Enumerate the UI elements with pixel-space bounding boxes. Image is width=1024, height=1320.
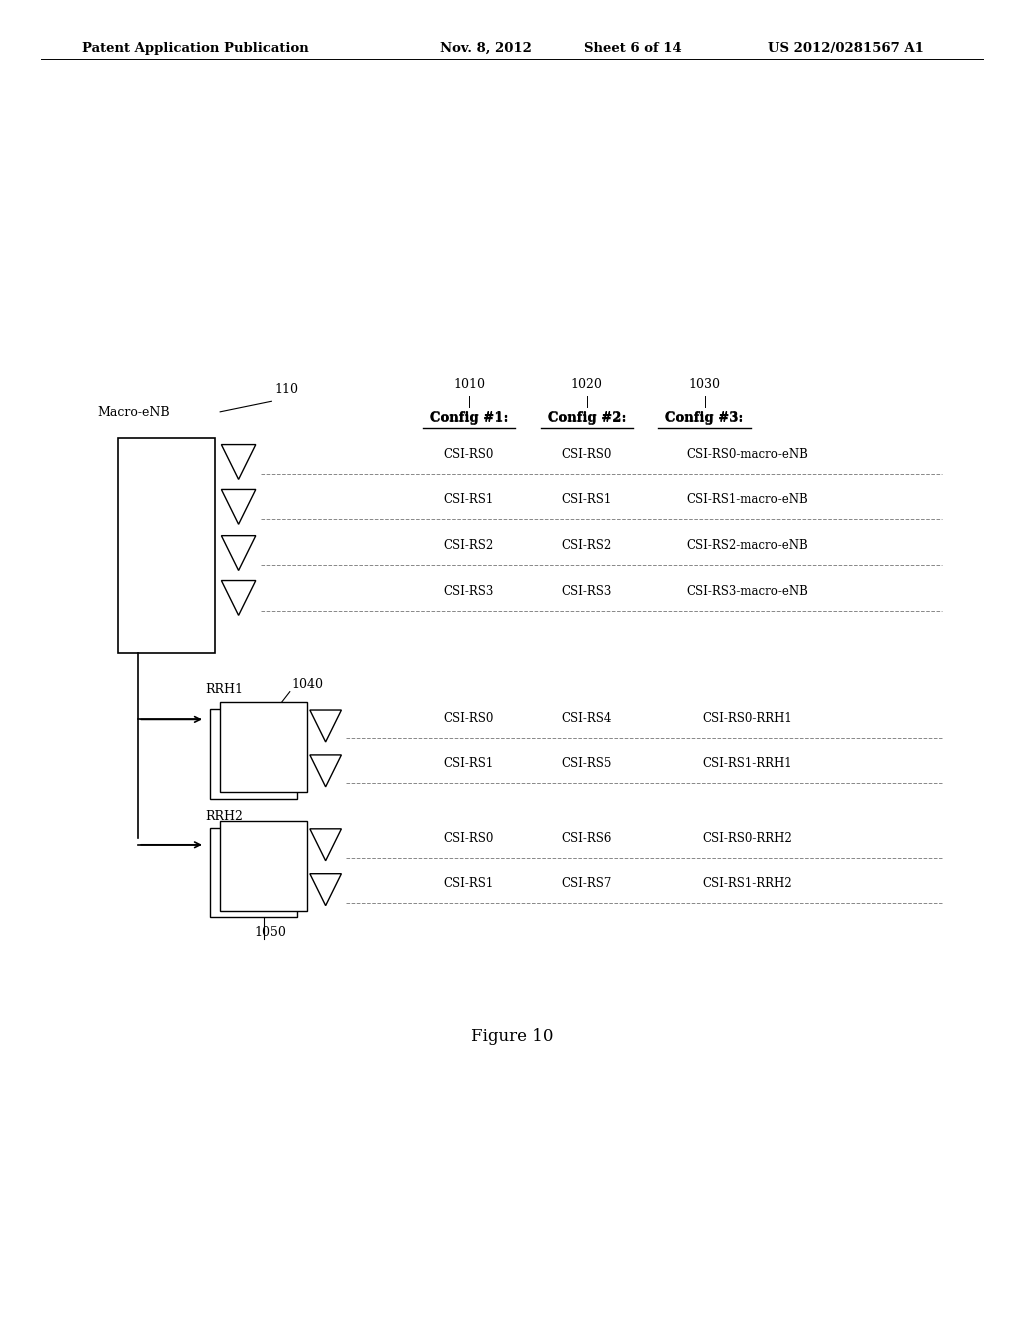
Text: CSI-RS3-macro-eNB: CSI-RS3-macro-eNB [686, 585, 809, 598]
Text: CSI-RS3: CSI-RS3 [561, 585, 612, 598]
Text: CSI-RS4: CSI-RS4 [561, 711, 612, 725]
Text: CSI-RS1: CSI-RS1 [443, 756, 495, 770]
Text: CSI-RS0-RRH1: CSI-RS0-RRH1 [702, 711, 793, 725]
FancyBboxPatch shape [220, 821, 307, 911]
FancyBboxPatch shape [220, 702, 307, 792]
Text: CSI-RS0-macro-eNB: CSI-RS0-macro-eNB [686, 447, 809, 461]
Text: CSI-RS1: CSI-RS1 [561, 492, 612, 506]
Text: 110: 110 [274, 383, 299, 396]
FancyBboxPatch shape [210, 709, 297, 799]
Text: CSI-RS6: CSI-RS6 [561, 832, 612, 845]
Text: CSI-RS1-RRH1: CSI-RS1-RRH1 [702, 756, 793, 770]
Text: CSI-RS7: CSI-RS7 [561, 876, 612, 890]
FancyBboxPatch shape [118, 438, 215, 653]
Text: Nov. 8, 2012: Nov. 8, 2012 [440, 42, 532, 55]
Text: 1040: 1040 [292, 677, 324, 690]
Text: Config #3:: Config #3: [666, 411, 743, 424]
FancyBboxPatch shape [210, 828, 297, 917]
Text: Config #1:: Config #1: [430, 411, 508, 424]
Text: RRH1: RRH1 [205, 682, 243, 696]
Text: Patent Application Publication: Patent Application Publication [82, 42, 308, 55]
Text: CSI-RS2: CSI-RS2 [443, 539, 495, 552]
Text: Config #1:: Config #1: [430, 412, 508, 425]
Text: CSI-RS0: CSI-RS0 [443, 711, 495, 725]
Text: 1050: 1050 [254, 925, 286, 939]
Text: CSI-RS1-macro-eNB: CSI-RS1-macro-eNB [687, 492, 808, 506]
Text: CSI-RS0-RRH2: CSI-RS0-RRH2 [702, 832, 793, 845]
Text: CSI-RS1: CSI-RS1 [443, 876, 495, 890]
Text: Config #2:: Config #2: [548, 412, 626, 425]
Text: Config #2:: Config #2: [548, 411, 626, 424]
Text: US 2012/0281567 A1: US 2012/0281567 A1 [768, 42, 924, 55]
Text: CSI-RS2: CSI-RS2 [561, 539, 612, 552]
Text: CSI-RS1: CSI-RS1 [443, 492, 495, 506]
Text: CSI-RS0: CSI-RS0 [561, 447, 612, 461]
Text: CSI-RS1-RRH2: CSI-RS1-RRH2 [702, 876, 793, 890]
Text: 1030: 1030 [688, 378, 721, 391]
Text: 1010: 1010 [453, 378, 485, 391]
Text: Sheet 6 of 14: Sheet 6 of 14 [584, 42, 681, 55]
Text: 1020: 1020 [570, 378, 603, 391]
Text: RRH2: RRH2 [205, 809, 243, 822]
Text: CSI-RS3: CSI-RS3 [443, 585, 495, 598]
Text: CSI-RS2-macro-eNB: CSI-RS2-macro-eNB [687, 539, 808, 552]
Text: Config #3:: Config #3: [666, 412, 743, 425]
Text: Macro-eNB: Macro-eNB [97, 405, 170, 418]
Text: CSI-RS0: CSI-RS0 [443, 447, 495, 461]
Text: CSI-RS0: CSI-RS0 [443, 832, 495, 845]
Text: CSI-RS5: CSI-RS5 [561, 756, 612, 770]
Text: Figure 10: Figure 10 [471, 1028, 553, 1044]
